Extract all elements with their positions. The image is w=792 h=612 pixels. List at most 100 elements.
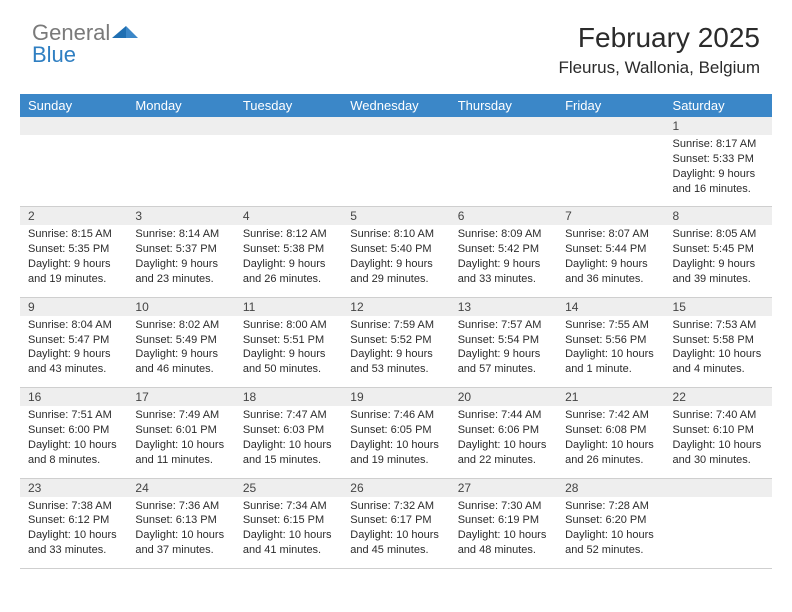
day-info-line: Daylight: 9 hours — [458, 257, 549, 272]
day-info-line: Sunrise: 7:53 AM — [673, 318, 764, 333]
day-number-cell: 24 — [127, 478, 234, 497]
day-number-cell: 22 — [665, 388, 772, 407]
logo-shape-icon — [112, 22, 140, 38]
day-info-line: Sunset: 5:35 PM — [28, 242, 119, 257]
day-content-cell: Sunrise: 7:42 AMSunset: 6:08 PMDaylight:… — [557, 406, 664, 478]
day-content-cell: Sunrise: 8:07 AMSunset: 5:44 PMDaylight:… — [557, 225, 664, 297]
day-info-line: Sunrise: 8:15 AM — [28, 227, 119, 242]
day-info-line: and 46 minutes. — [135, 362, 226, 377]
day-info-line: Daylight: 9 hours — [28, 257, 119, 272]
day-info-line: and 16 minutes. — [673, 182, 764, 197]
day-content-row: Sunrise: 7:38 AMSunset: 6:12 PMDaylight:… — [20, 497, 772, 569]
day-content-cell: Sunrise: 7:30 AMSunset: 6:19 PMDaylight:… — [450, 497, 557, 569]
day-info-line: and 50 minutes. — [243, 362, 334, 377]
day-content-cell: Sunrise: 8:04 AMSunset: 5:47 PMDaylight:… — [20, 316, 127, 388]
day-content-cell: Sunrise: 8:17 AMSunset: 5:33 PMDaylight:… — [665, 135, 772, 207]
day-content-cell: Sunrise: 7:44 AMSunset: 6:06 PMDaylight:… — [450, 406, 557, 478]
day-info-line: Daylight: 9 hours — [458, 347, 549, 362]
day-number-cell: 2 — [20, 207, 127, 226]
day-number-cell: 11 — [235, 297, 342, 316]
day-info-line: and 23 minutes. — [135, 272, 226, 287]
day-info-line: Daylight: 10 hours — [458, 528, 549, 543]
day-info-line: Daylight: 9 hours — [243, 257, 334, 272]
day-info-line: and 36 minutes. — [565, 272, 656, 287]
day-content-cell — [665, 497, 772, 569]
day-content-cell: Sunrise: 7:34 AMSunset: 6:15 PMDaylight:… — [235, 497, 342, 569]
day-number-cell: 13 — [450, 297, 557, 316]
day-number-cell: 10 — [127, 297, 234, 316]
location: Fleurus, Wallonia, Belgium — [558, 58, 760, 78]
day-info-line: Sunrise: 7:46 AM — [350, 408, 441, 423]
day-info-line: Sunset: 5:58 PM — [673, 333, 764, 348]
day-content-cell: Sunrise: 7:40 AMSunset: 6:10 PMDaylight:… — [665, 406, 772, 478]
day-info-line: Sunset: 6:19 PM — [458, 513, 549, 528]
day-info-line: Daylight: 10 hours — [350, 528, 441, 543]
day-info-line: and 29 minutes. — [350, 272, 441, 287]
day-info-line: Sunset: 6:13 PM — [135, 513, 226, 528]
day-info-line: Daylight: 9 hours — [135, 347, 226, 362]
day-content-cell: Sunrise: 7:51 AMSunset: 6:00 PMDaylight:… — [20, 406, 127, 478]
weekday-header: Monday — [127, 94, 234, 117]
day-info-line: Sunset: 6:06 PM — [458, 423, 549, 438]
day-info-line: Sunset: 5:37 PM — [135, 242, 226, 257]
day-info-line: Sunrise: 8:07 AM — [565, 227, 656, 242]
day-content-cell — [127, 135, 234, 207]
day-info-line: and 33 minutes. — [28, 543, 119, 558]
day-number-cell: 23 — [20, 478, 127, 497]
day-number-cell: 19 — [342, 388, 449, 407]
day-number-cell: 16 — [20, 388, 127, 407]
day-number-cell: 9 — [20, 297, 127, 316]
day-number-cell: 20 — [450, 388, 557, 407]
day-content-cell: Sunrise: 7:38 AMSunset: 6:12 PMDaylight:… — [20, 497, 127, 569]
weekday-header: Wednesday — [342, 94, 449, 117]
day-info-line: and 57 minutes. — [458, 362, 549, 377]
day-number-cell: 27 — [450, 478, 557, 497]
day-info-line: and 39 minutes. — [673, 272, 764, 287]
day-info-line: Sunset: 6:17 PM — [350, 513, 441, 528]
day-number-cell: 26 — [342, 478, 449, 497]
day-info-line: Sunrise: 8:00 AM — [243, 318, 334, 333]
day-content-cell — [450, 135, 557, 207]
day-info-line: and 11 minutes. — [135, 453, 226, 468]
day-info-line: and 37 minutes. — [135, 543, 226, 558]
day-info-line: and 15 minutes. — [243, 453, 334, 468]
day-info-line: Daylight: 10 hours — [565, 438, 656, 453]
day-content-cell: Sunrise: 8:09 AMSunset: 5:42 PMDaylight:… — [450, 225, 557, 297]
day-info-line: Sunset: 5:45 PM — [673, 242, 764, 257]
day-info-line: Daylight: 9 hours — [673, 167, 764, 182]
logo: General Blue — [32, 22, 140, 66]
day-info-line: Daylight: 9 hours — [673, 257, 764, 272]
day-content-cell: Sunrise: 8:02 AMSunset: 5:49 PMDaylight:… — [127, 316, 234, 388]
day-content-cell: Sunrise: 8:00 AMSunset: 5:51 PMDaylight:… — [235, 316, 342, 388]
day-info-line: Sunset: 6:20 PM — [565, 513, 656, 528]
day-content-cell — [557, 135, 664, 207]
day-info-line: Daylight: 10 hours — [243, 528, 334, 543]
day-info-line: Sunrise: 7:34 AM — [243, 499, 334, 514]
day-info-line: Sunset: 6:10 PM — [673, 423, 764, 438]
day-number-cell: 15 — [665, 297, 772, 316]
day-number-cell — [557, 117, 664, 135]
day-info-line: Daylight: 9 hours — [28, 347, 119, 362]
weekday-header: Sunday — [20, 94, 127, 117]
day-info-line: Sunrise: 7:40 AM — [673, 408, 764, 423]
day-info-line: Sunrise: 8:04 AM — [28, 318, 119, 333]
day-info-line: Sunset: 5:42 PM — [458, 242, 549, 257]
day-info-line: Sunrise: 7:38 AM — [28, 499, 119, 514]
title-block: February 2025 Fleurus, Wallonia, Belgium — [558, 22, 760, 78]
day-content-cell: Sunrise: 7:49 AMSunset: 6:01 PMDaylight:… — [127, 406, 234, 478]
day-info-line: Daylight: 10 hours — [28, 528, 119, 543]
day-info-line: and 48 minutes. — [458, 543, 549, 558]
day-content-cell — [235, 135, 342, 207]
day-info-line: Sunrise: 8:12 AM — [243, 227, 334, 242]
day-number-cell — [127, 117, 234, 135]
day-number-cell: 5 — [342, 207, 449, 226]
day-info-line: Sunset: 5:54 PM — [458, 333, 549, 348]
day-info-line: Sunrise: 7:36 AM — [135, 499, 226, 514]
day-info-line: and 19 minutes. — [350, 453, 441, 468]
day-info-line: Sunrise: 7:42 AM — [565, 408, 656, 423]
day-content-cell: Sunrise: 7:46 AMSunset: 6:05 PMDaylight:… — [342, 406, 449, 478]
day-info-line: and 41 minutes. — [243, 543, 334, 558]
day-content-cell: Sunrise: 7:55 AMSunset: 5:56 PMDaylight:… — [557, 316, 664, 388]
day-info-line: Sunset: 6:01 PM — [135, 423, 226, 438]
day-content-cell: Sunrise: 7:32 AMSunset: 6:17 PMDaylight:… — [342, 497, 449, 569]
